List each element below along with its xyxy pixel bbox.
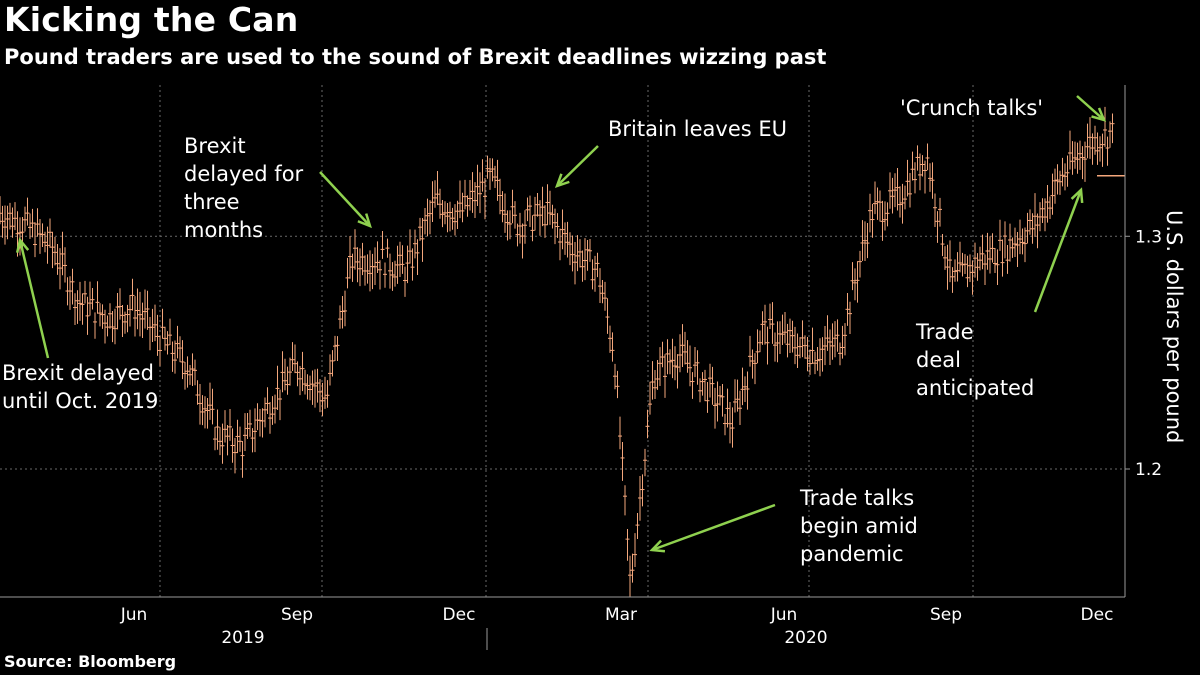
chart-subtitle: Pound traders are used to the sound of B… — [4, 45, 827, 69]
y-axis-label: U.S. dollars per pound — [1162, 210, 1186, 444]
x-year-label: 2020 — [784, 628, 827, 648]
arrow-delayed-three-months-head — [357, 213, 372, 229]
annotation-crunch-talks: 'Crunch talks' — [900, 96, 1044, 120]
x-tick-label: Jun — [770, 605, 798, 625]
source-note: Source: Bloomberg — [4, 652, 177, 671]
arrow-brexit-delayed-head — [15, 237, 30, 253]
annotation-britain-leaves-eu: Britain leaves EU — [608, 117, 788, 141]
arrow-britain-leaves-eu-head — [554, 173, 570, 189]
x-tick-label: Sep — [281, 605, 313, 625]
x-tick-label: Dec — [1081, 605, 1114, 625]
arrow-trade-deal-head — [1070, 187, 1084, 204]
chart-title: Kicking the Can — [4, 0, 299, 39]
annotation-delayed-three-months: Brexit delayed for three months — [184, 134, 304, 242]
annotation-arrows — [15, 95, 1107, 553]
arrow-trade-deal — [1033, 189, 1083, 313]
arrow-britain-leaves-eu — [556, 145, 599, 187]
axes: 1.2 1.3 Jun Sep Dec Mar Jun Sep Dec 2019 2020 — [0, 85, 1162, 650]
arrow-trade-talks-head — [649, 539, 666, 553]
candles — [0, 106, 1125, 598]
x-tick-label: Jun — [120, 605, 148, 625]
y-tick-label: 1.3 — [1135, 227, 1162, 247]
annotation-brexit-delayed: Brexit delayed until Oct. 2019 — [2, 361, 159, 413]
arrow-crunch-talks-head — [1091, 107, 1107, 122]
arrow-crunch-talks — [1076, 95, 1105, 121]
x-tick-label: Dec — [443, 605, 476, 625]
arrow-trade-talks — [651, 503, 776, 552]
arrow-delayed-three-months — [319, 171, 371, 227]
x-tick-label: Mar — [605, 605, 637, 625]
arrow-brexit-delayed — [18, 239, 50, 359]
x-year-label: 2019 — [221, 628, 264, 648]
y-tick-label: 1.2 — [1135, 460, 1162, 480]
annotation-trade-talks: Trade talks begin amid pandemic — [800, 486, 918, 566]
annotation-trade-deal: Trade deal anticipated — [916, 320, 1035, 400]
x-tick-label: Sep — [930, 605, 962, 625]
